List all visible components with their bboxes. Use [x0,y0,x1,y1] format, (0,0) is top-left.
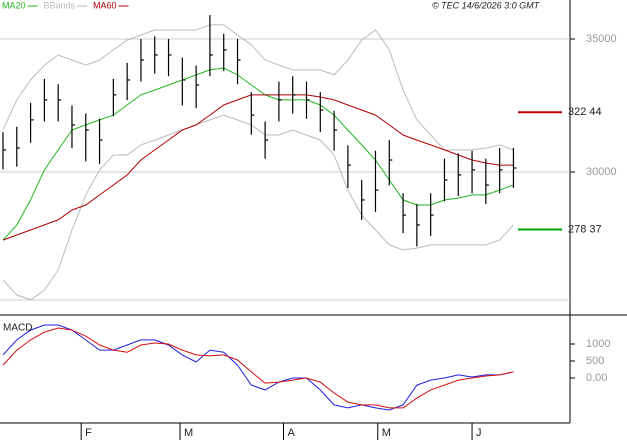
series-line [2,94,514,241]
level-label: 322 44 [568,106,602,118]
legend-label: MA60 [93,0,117,10]
panel-title: MACD [3,323,32,334]
legend-label: MA20 [2,0,26,10]
copyright: © TEC 14/6/2026 3:0 GMT [432,0,541,10]
series-line [2,24,514,151]
x-tick-label: M [382,427,391,439]
y-tick-label: 1000 [586,338,610,350]
x-tick-label: F [85,427,92,439]
x-tick-label: J [476,427,482,439]
x-tick-label: A [288,427,296,439]
legend-label: BBands [44,0,76,10]
series-line [2,327,514,409]
series-line [2,114,514,301]
y-tick-label: 35000 [586,33,617,45]
x-tick-label: M [184,427,193,439]
y-tick-label: 0.00 [586,372,607,384]
level-label: 278 37 [568,223,602,235]
y-tick-label: 30000 [586,166,617,178]
y-tick-label: 500 [586,355,604,367]
series-line [2,324,514,411]
series-line [2,67,514,241]
